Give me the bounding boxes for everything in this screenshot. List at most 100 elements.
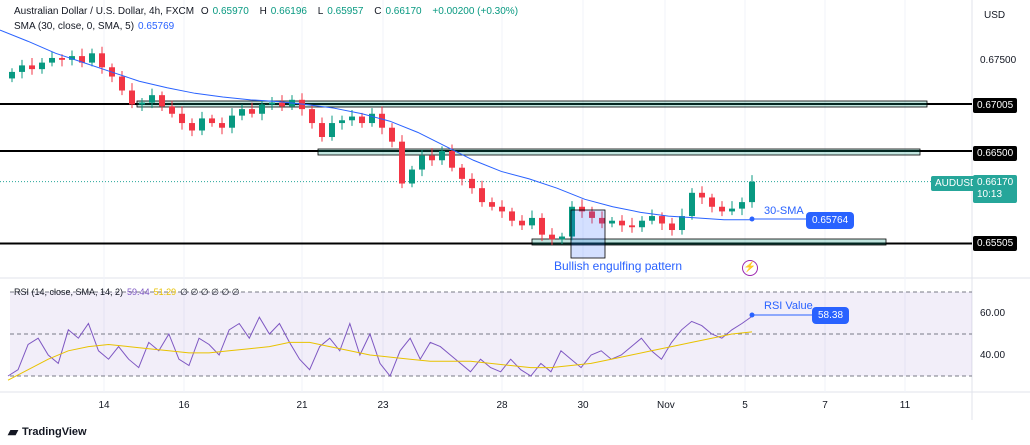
time-tick: 21 (296, 400, 308, 411)
support-zone (531, 238, 887, 246)
candle-body (669, 223, 675, 231)
candle-body (679, 216, 685, 231)
candle-body (349, 116, 355, 121)
l-label: L (317, 6, 324, 17)
candle-body (379, 113, 385, 128)
candle-body (539, 217, 545, 235)
sma-annotation-dot (749, 216, 755, 222)
sma-legend[interactable]: SMA (30, close, 0, SMA, 5) 0.65769 (14, 21, 178, 32)
level-tag: 0.67005 (973, 98, 1018, 113)
candle-body (569, 206, 575, 237)
candle-body (519, 220, 525, 226)
lightning-icon[interactable]: ⚡ (742, 260, 758, 276)
candle-body (699, 192, 705, 198)
time-tick: 30 (577, 400, 589, 411)
candle-body (249, 109, 255, 114)
candle-body (29, 65, 35, 70)
time-tick: 23 (377, 400, 389, 411)
rsi-value-tag: 58.38 (812, 307, 850, 324)
candle-body (409, 169, 415, 184)
candle-body (309, 109, 315, 124)
candle-body (79, 56, 85, 63)
candle-body (399, 141, 405, 184)
rsi-legend[interactable]: RSI (14, close, SMA, 14, 2) 59.44 51.29 ∅ ∅… (14, 287, 244, 298)
time-tick: 11 (899, 400, 911, 411)
low-value: 0.65957 (327, 6, 364, 17)
candle-body (239, 109, 245, 116)
candle-body (169, 106, 175, 114)
candle-body (209, 118, 215, 124)
candle-body (579, 206, 585, 212)
time-tick: 7 (822, 400, 828, 411)
candle-body (179, 113, 185, 124)
price-chart[interactable] (0, 0, 1030, 420)
candle-body (139, 102, 145, 105)
candle-body (429, 155, 435, 161)
candle-body (229, 115, 235, 128)
h-label: H (259, 6, 267, 17)
symbol-tag: AUDUSD (931, 176, 982, 191)
rsi-ma-value: 51.29 (153, 287, 177, 297)
footer-text: TradingView (22, 426, 87, 438)
level-tag: 0.65505 (973, 236, 1018, 251)
level-tag: 0.66500 (973, 146, 1018, 161)
o-label: O (200, 6, 209, 17)
tradingview-logo[interactable]: ▰ TradingView (8, 424, 87, 440)
candle-body (709, 197, 715, 207)
c-label: C (374, 6, 382, 17)
candle-body (549, 234, 555, 240)
candle-body (119, 76, 125, 91)
candle-body (69, 56, 75, 60)
countdown: 10:13 (977, 189, 1003, 200)
candle-body (219, 123, 225, 128)
change-value: +0.00200 (+0.30%) (432, 6, 519, 17)
candle-body (89, 53, 95, 63)
candle-body (439, 150, 445, 161)
sma-label: SMA (30, close, 0, SMA, 5) (14, 21, 135, 32)
rsi-tick: 60.00 (980, 308, 1006, 319)
rsi-value: 59.44 (127, 287, 150, 297)
candle-body (59, 57, 65, 60)
candle-body (39, 62, 45, 70)
candle-body (529, 217, 535, 226)
candle-body (739, 202, 745, 209)
candle-body (659, 216, 665, 224)
candle-body (689, 192, 695, 217)
candle-body (189, 123, 195, 131)
candle-body (329, 123, 335, 138)
sma-value-tag: 0.65764 (806, 212, 855, 229)
candle-body (599, 217, 605, 224)
candle-body (319, 123, 325, 138)
candle-body (749, 181, 755, 203)
high-value: 0.66196 (270, 6, 307, 17)
last-price: 0.66170 (977, 177, 1014, 188)
candle-body (509, 211, 515, 221)
symbol-legend: Australian Dollar / U.S. Dollar, 4h, FXC… (14, 6, 522, 17)
candle-body (639, 220, 645, 228)
candle-body (159, 95, 165, 107)
open-value: 0.65970 (212, 6, 249, 17)
candle-body (99, 53, 105, 68)
time-tick: 14 (98, 400, 110, 411)
candle-body (369, 113, 375, 124)
candle-body (49, 57, 55, 63)
rsi-label: RSI (14, close, SMA, 14, 2) (14, 287, 124, 297)
time-tick: 28 (496, 400, 508, 411)
candle-body (479, 188, 485, 203)
candle-body (419, 155, 425, 170)
symbol-title: Australian Dollar / U.S. Dollar, 4h, FXC… (14, 6, 195, 17)
last-price-tag: 0.66170 10:13 (973, 175, 1018, 203)
rsi-tick: 40.00 (980, 350, 1006, 361)
time-tick: Nov (657, 400, 675, 411)
pattern-annotation: Bullish engulfing pattern (554, 259, 683, 273)
currency-label[interactable]: USD (984, 10, 1006, 21)
candle-body (589, 211, 595, 218)
candle-body (729, 208, 735, 212)
close-value: 0.66170 (385, 6, 422, 17)
candle-body (129, 90, 135, 105)
sma-annotation: 30-SMA (764, 205, 804, 217)
time-tick: 5 (742, 400, 748, 411)
rsi-extras: ∅ ∅ ∅ ∅ ∅ ∅ (180, 287, 240, 297)
rsi-annotation-dot (749, 312, 755, 318)
resistance-zone (136, 100, 928, 108)
